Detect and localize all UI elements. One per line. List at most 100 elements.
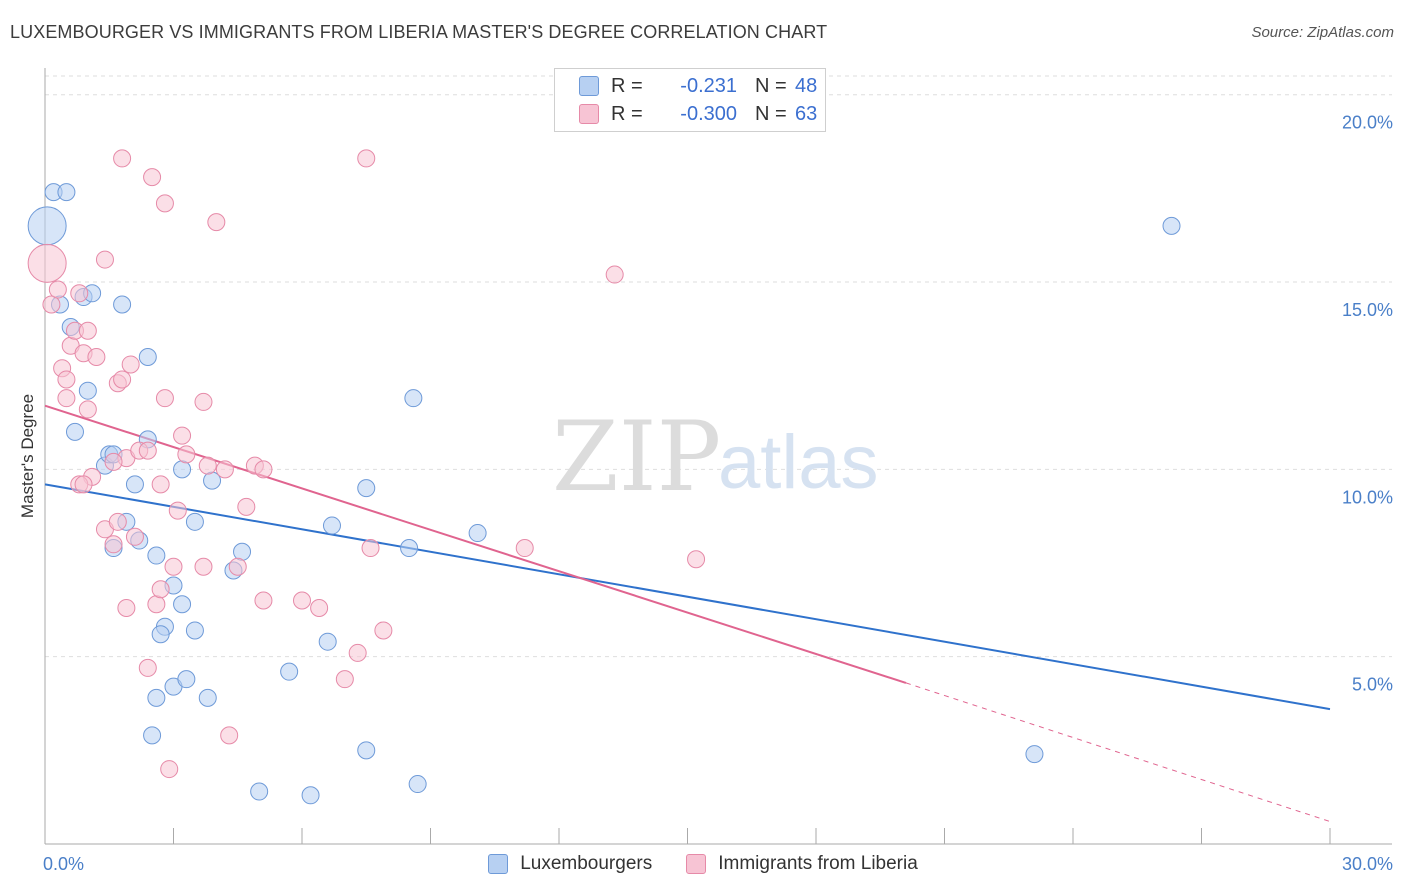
point-liberia — [207, 213, 226, 232]
point-liberia — [361, 539, 380, 558]
point-luxembourgers — [468, 524, 487, 543]
tick-labels: 5.0% 10.0% 15.0% 20.0% 0.0% 30.0% — [43, 113, 1393, 874]
point-liberia — [27, 243, 67, 283]
point-luxembourgers — [78, 381, 97, 400]
point-liberia — [113, 370, 132, 389]
point-liberia — [215, 460, 234, 479]
point-luxembourgers — [318, 632, 337, 651]
y-tick-label: 5.0% — [1352, 675, 1393, 695]
point-liberia — [143, 168, 162, 187]
watermark-zip: ZIP — [552, 401, 721, 513]
point-luxembourgers — [280, 662, 299, 681]
point-liberia — [78, 400, 97, 419]
point-liberia — [173, 426, 192, 445]
legend-row-liberia: R = -0.300 N = 63 — [579, 101, 817, 127]
point-liberia — [237, 497, 256, 516]
point-liberia — [117, 598, 136, 617]
point-liberia — [70, 284, 89, 303]
point-luxembourgers — [1025, 745, 1044, 764]
point-liberia — [155, 389, 174, 408]
y-tick-label: 10.0% — [1342, 487, 1393, 507]
point-liberia — [198, 456, 217, 475]
point-liberia — [113, 149, 132, 168]
point-liberia — [254, 460, 273, 479]
point-liberia — [160, 760, 179, 779]
point-liberia — [357, 149, 376, 168]
point-luxembourgers — [250, 782, 269, 801]
legend-n-label: N = — [755, 74, 787, 97]
point-liberia — [57, 389, 76, 408]
legend-n-value: 48 — [795, 74, 818, 97]
legend-r-label: R = — [611, 74, 643, 97]
point-liberia — [138, 658, 157, 677]
legend-label-luxembourgers: Luxembourgers — [520, 853, 653, 874]
point-liberia — [220, 726, 239, 745]
point-liberia — [138, 441, 157, 460]
legend-n-label: N = — [755, 102, 787, 125]
point-liberia — [310, 598, 329, 617]
point-liberia — [254, 591, 273, 610]
correlation-legend: R = -0.231 N = 48 R = -0.300 N = 63 — [554, 68, 826, 132]
y-tick-label: 15.0% — [1342, 300, 1393, 320]
point-liberia — [168, 501, 187, 520]
point-liberia — [108, 512, 127, 531]
point-luxembourgers — [404, 389, 423, 408]
point-luxembourgers — [65, 422, 84, 441]
point-liberia — [164, 557, 183, 576]
x-tick-label: 30.0% — [1342, 854, 1393, 874]
legend-r-value: -0.300 — [680, 102, 737, 125]
point-liberia — [177, 445, 196, 464]
trend-line-luxembourgers — [44, 483, 1331, 711]
point-liberia — [125, 527, 144, 546]
point-liberia — [151, 475, 170, 494]
point-luxembourgers — [143, 726, 162, 745]
point-luxembourgers — [357, 479, 376, 498]
watermark-atlas: atlas — [718, 420, 879, 505]
point-liberia — [74, 475, 93, 494]
point-luxembourgers — [198, 688, 217, 707]
point-liberia — [147, 595, 166, 614]
axes — [44, 68, 1392, 845]
point-liberia — [95, 250, 114, 269]
legend-label-liberia: Immigrants from Liberia — [718, 853, 918, 874]
point-luxembourgers — [173, 595, 192, 614]
point-luxembourgers — [177, 670, 196, 689]
point-liberia — [48, 280, 67, 299]
point-liberia — [194, 392, 213, 411]
watermark: ZIP atlas — [552, 401, 879, 513]
point-liberia — [687, 550, 706, 569]
gridlines — [45, 75, 1392, 658]
x-tick-label: 0.0% — [43, 854, 84, 874]
point-liberia — [374, 621, 393, 640]
point-liberia — [104, 452, 123, 471]
point-liberia — [155, 194, 174, 213]
legend-swatch-blue — [579, 76, 599, 96]
point-liberia — [228, 557, 247, 576]
y-tick-label: 20.0% — [1342, 113, 1393, 133]
legend-swatch-pink — [686, 854, 707, 874]
point-luxembourgers — [1162, 216, 1181, 235]
point-liberia — [605, 265, 624, 284]
point-liberia — [57, 370, 76, 389]
series-legend: Luxembourgers Immigrants from Liberia — [0, 852, 1406, 876]
point-luxembourgers — [233, 542, 252, 561]
source-label: Source: ZipAtlas.com — [1251, 24, 1394, 41]
point-luxembourgers — [322, 516, 341, 535]
point-luxembourgers — [185, 621, 204, 640]
trend-line-liberia-extrapolated — [905, 682, 1331, 822]
point-liberia — [104, 535, 123, 554]
point-liberia — [42, 295, 61, 314]
legend-item-luxembourgers: Luxembourgers — [488, 853, 652, 875]
chart-title: LUXEMBOURGER VS IMMIGRANTS FROM LIBERIA … — [10, 22, 828, 42]
point-luxembourgers — [27, 206, 67, 246]
point-luxembourgers — [357, 741, 376, 760]
point-liberia — [515, 539, 534, 558]
legend-row-luxembourgers: R = -0.231 N = 48 — [579, 73, 817, 99]
point-liberia — [87, 347, 106, 366]
legend-r-label: R = — [611, 102, 643, 125]
legend-swatch-blue — [488, 854, 509, 874]
point-luxembourgers — [57, 183, 76, 202]
point-luxembourgers — [301, 786, 320, 805]
legend-r-value: -0.231 — [680, 74, 737, 97]
